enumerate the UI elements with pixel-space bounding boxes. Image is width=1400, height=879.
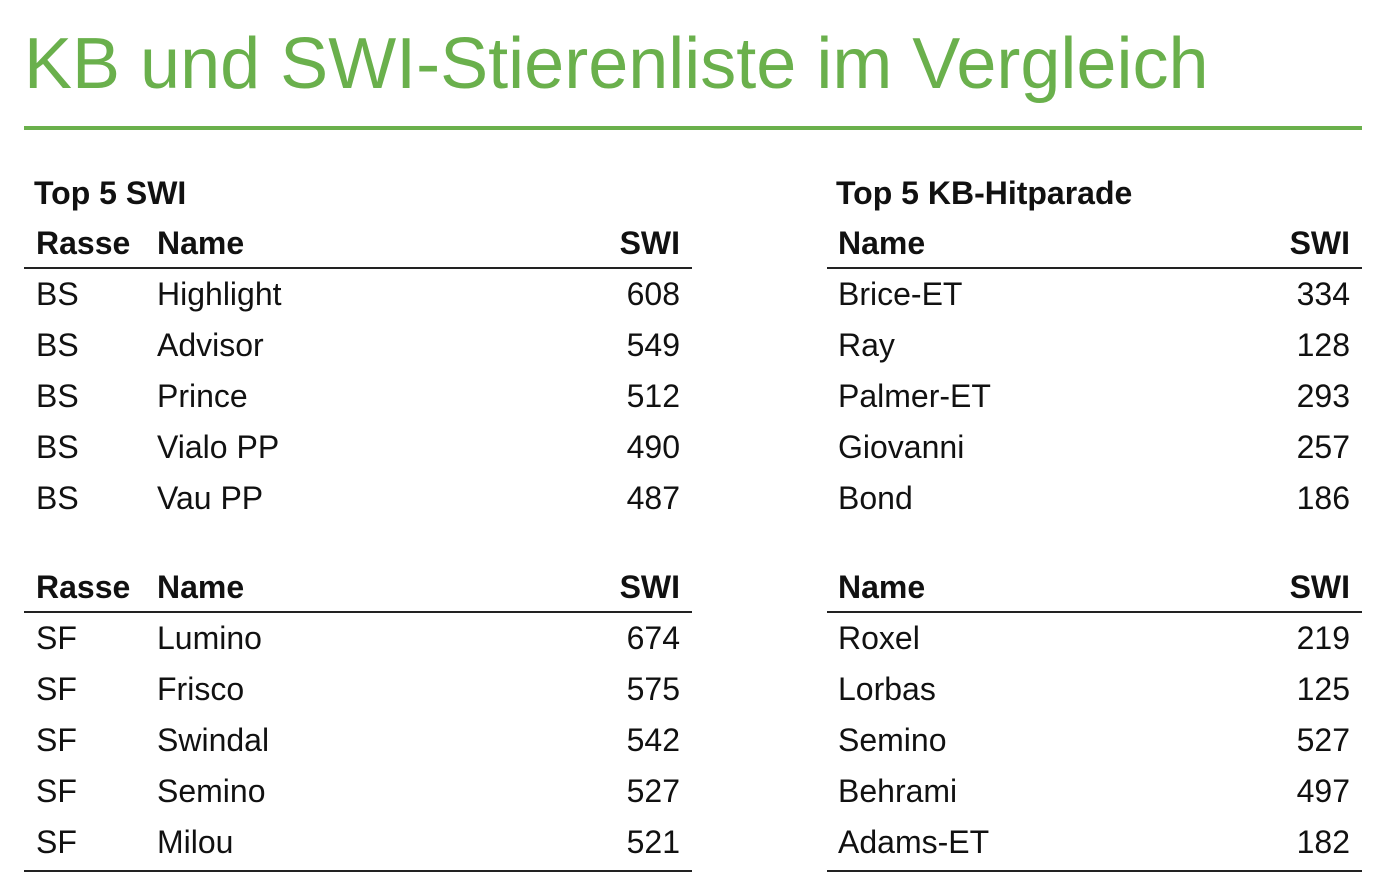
table-cell: 257	[1296, 429, 1350, 465]
table-cell: 219	[1296, 620, 1350, 656]
table-header-cell: SWI	[1289, 225, 1350, 261]
table-cell: SF	[36, 824, 77, 860]
table-cell: Semino	[157, 773, 266, 809]
header-rule	[827, 267, 1362, 269]
table-cell: Advisor	[157, 327, 264, 363]
table-cell: 334	[1296, 276, 1350, 312]
table-header-cell: Rasse	[36, 225, 131, 261]
table-cell: Lumino	[157, 620, 262, 656]
table-cell: BS	[36, 276, 79, 312]
table-cell: 542	[626, 722, 680, 758]
table-cell: SF	[36, 671, 77, 707]
table-header-cell: SWI	[619, 225, 680, 261]
table-cell: Bond	[838, 480, 913, 516]
title-rule	[24, 126, 1362, 130]
table-cell: BS	[36, 480, 79, 516]
table-cell: Prince	[157, 378, 248, 414]
header-rule	[24, 267, 692, 269]
table-header-cell: Rasse	[36, 569, 131, 605]
table-cell: 487	[626, 480, 680, 516]
table-cell: BS	[36, 327, 79, 363]
table-cell: 186	[1296, 480, 1350, 516]
table-cell: Vau PP	[157, 480, 264, 516]
table-cell: 497	[1296, 773, 1350, 809]
section-heading: Top 5 SWI	[34, 175, 187, 211]
table-cell: Adams-ET	[838, 824, 990, 860]
header-rule	[827, 611, 1362, 613]
table-header-cell: Name	[838, 569, 926, 605]
table-cell: Ray	[838, 327, 895, 363]
table-cell: 527	[626, 773, 680, 809]
table-cell: Brice-ET	[838, 276, 963, 312]
table-cell: 674	[626, 620, 680, 656]
table-cell: Semino	[838, 722, 947, 758]
table-cell: Lorbas	[838, 671, 936, 707]
table-cell: Frisco	[157, 671, 245, 707]
table-cell: SF	[36, 620, 77, 656]
table-cell: Palmer-ET	[838, 378, 991, 414]
table-header-cell: Name	[157, 569, 245, 605]
table-cell: 293	[1296, 378, 1350, 414]
table-cell: Roxel	[838, 620, 920, 656]
table-cell: Highlight	[157, 276, 282, 312]
table-cell: SF	[36, 722, 77, 758]
table-cell: Swindal	[157, 722, 270, 758]
bottom-rule	[827, 870, 1362, 872]
table-header-cell: SWI	[619, 569, 680, 605]
page-title: KB und SWI-Stierenliste im Vergleich	[24, 24, 1209, 104]
header-rule	[24, 611, 692, 613]
section-heading: Top 5 KB-Hitparade	[836, 175, 1133, 211]
table-cell: Milou	[157, 824, 234, 860]
table-cell: 549	[626, 327, 680, 363]
table-cell: 512	[626, 378, 680, 414]
table-header-cell: Name	[838, 225, 926, 261]
table-cell: 490	[626, 429, 680, 465]
table-cell: SF	[36, 773, 77, 809]
table-cell: 521	[626, 824, 680, 860]
table-cell: 608	[626, 276, 680, 312]
table-cell: BS	[36, 378, 79, 414]
table-cell: Vialo PP	[157, 429, 280, 465]
table-cell: Giovanni	[838, 429, 965, 465]
table-cell: 125	[1296, 671, 1350, 707]
table-header-cell: Name	[157, 225, 245, 261]
table-cell: Behrami	[838, 773, 958, 809]
table-cell: 182	[1296, 824, 1350, 860]
table-cell: 575	[626, 671, 680, 707]
table-cell: 527	[1296, 722, 1350, 758]
table-header-cell: SWI	[1289, 569, 1350, 605]
table-cell: BS	[36, 429, 79, 465]
bottom-rule	[24, 870, 692, 872]
table-cell: 128	[1296, 327, 1350, 363]
